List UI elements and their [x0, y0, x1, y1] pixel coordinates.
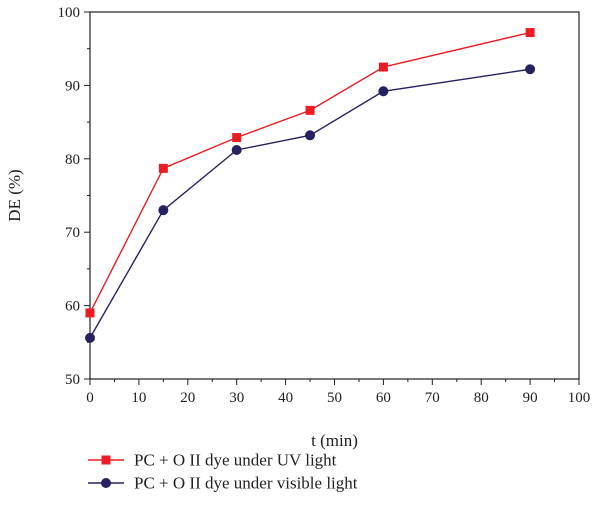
x-tick-label: 80 [474, 390, 489, 406]
data-point [85, 308, 95, 318]
y-tick-label: 90 [65, 78, 80, 94]
data-point [85, 332, 95, 343]
plot-frame [89, 11, 580, 380]
x-tick-label: 0 [86, 390, 94, 406]
data-point [305, 105, 315, 115]
data-point [378, 62, 388, 72]
y-tick-label: 80 [65, 152, 80, 168]
data-point [158, 205, 169, 216]
data-point [378, 86, 389, 97]
x-axis-title: t (min) [311, 431, 358, 450]
data-point [525, 64, 536, 75]
legend-label: PC + O II dye under UV light [134, 451, 337, 470]
legend-item: PC + O II dye under UV light [88, 451, 337, 470]
legend-item: PC + O II dye under visible light [88, 474, 358, 493]
y-tick-label: 50 [65, 372, 80, 388]
x-tick-label: 20 [180, 390, 195, 406]
data-point [232, 133, 242, 143]
legend-label: PC + O II dye under visible light [134, 474, 358, 493]
x-tick-label: 60 [376, 390, 391, 406]
data-point [231, 144, 242, 155]
y-tick-label: 100 [58, 5, 81, 21]
series-layer [85, 28, 536, 343]
legend-marker [101, 478, 111, 488]
legend-marker [101, 455, 111, 465]
y-axis: 50 60 70 80 90 100 [58, 5, 90, 388]
data-point [525, 28, 535, 38]
legend: PC + O II dye under UV light PC + O II dy… [88, 451, 358, 493]
x-tick-label: 40 [278, 390, 293, 406]
x-tick-label: 10 [131, 390, 146, 406]
series-line-2 [89, 68, 531, 339]
x-tick-label: 30 [229, 390, 244, 406]
series-line-1 [89, 31, 531, 314]
x-tick-label: 50 [327, 390, 342, 406]
x-tick-label: 90 [523, 390, 538, 406]
y-axis-title: DE (%) [5, 169, 24, 221]
data-point [158, 163, 168, 173]
y-tick-label: 60 [65, 299, 80, 315]
data-point [305, 130, 316, 141]
y-tick-label: 70 [65, 225, 80, 241]
x-axis: 0 10 20 30 40 50 60 70 80 90 100 [86, 379, 590, 406]
x-tick-label: 70 [425, 390, 440, 406]
x-tick-label: 100 [568, 390, 591, 406]
